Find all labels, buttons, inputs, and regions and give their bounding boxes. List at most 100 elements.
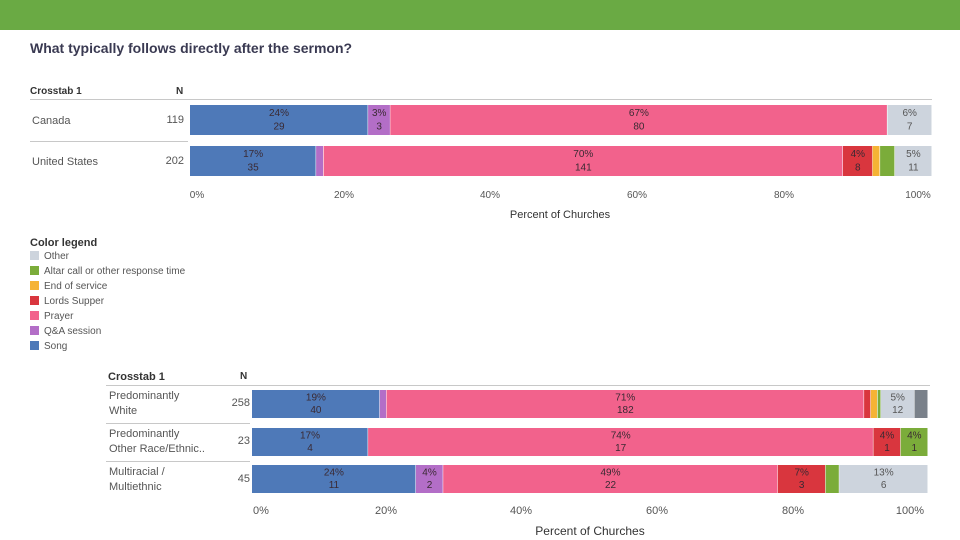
legend-label: Other bbox=[44, 251, 70, 262]
legend-swatch bbox=[30, 311, 39, 320]
data-label-count: 11 bbox=[908, 163, 919, 174]
bar-segment-altar-call-or-other-response-time bbox=[825, 465, 839, 493]
legend-swatch bbox=[30, 266, 39, 275]
data-label-count: 8 bbox=[855, 163, 861, 174]
bar-segment-q-a-session bbox=[316, 146, 323, 176]
chart2-row-label-other-race: Predominantly Other Race/Ethnic.. bbox=[109, 428, 205, 455]
legend-item-prayer: Prayer bbox=[30, 310, 73, 324]
data-label-count: 7 bbox=[907, 122, 913, 133]
legend-swatch bbox=[30, 281, 39, 290]
legend-swatch bbox=[30, 326, 39, 335]
chart2-n-header: N bbox=[240, 371, 248, 382]
chart2-x-axis-title: Percent of Churches bbox=[535, 524, 645, 538]
data-label-percent: 49% bbox=[600, 467, 620, 478]
data-label-percent: 3% bbox=[372, 108, 387, 119]
chart1-xtick: 100% bbox=[905, 190, 931, 201]
bar-segment-other bbox=[880, 390, 914, 418]
legend-item-other: Other bbox=[30, 250, 69, 264]
bar-segment-song bbox=[252, 465, 416, 493]
chart2-row-label-white: Predominantly White bbox=[109, 390, 180, 417]
chart1-row-label-canada: Canada bbox=[32, 115, 71, 127]
legend-item-altar-call: Altar call or other response time bbox=[30, 265, 185, 279]
data-label-percent: 71% bbox=[615, 392, 635, 403]
legend-label: Q&A session bbox=[44, 326, 102, 337]
bar-segment-prayer bbox=[323, 146, 843, 176]
data-label-count: 40 bbox=[310, 405, 322, 416]
data-label-percent: 74% bbox=[611, 430, 631, 441]
chart1-n-header: N bbox=[176, 86, 184, 97]
chart2-xtick: 80% bbox=[781, 505, 805, 517]
data-label-percent: 6% bbox=[902, 108, 917, 119]
legend-item-qa-session: Q&A session bbox=[30, 325, 101, 339]
data-label-count: 6 bbox=[881, 480, 887, 491]
data-label-count: 80 bbox=[633, 122, 645, 133]
legend-label: End of service bbox=[44, 281, 108, 292]
data-label-count: 3 bbox=[376, 122, 382, 133]
data-label-count: 3 bbox=[799, 480, 805, 491]
bar-segment-lords-supper bbox=[864, 390, 871, 418]
legend-label: Lords Supper bbox=[44, 296, 105, 307]
bar-segment-other bbox=[894, 146, 932, 176]
data-label-percent: 70% bbox=[573, 149, 593, 160]
data-label-percent: 4% bbox=[880, 430, 895, 441]
chart2-row-n-white: 258 bbox=[231, 397, 250, 409]
bar-segment-song bbox=[252, 428, 368, 456]
bar-segment-q-a-session bbox=[415, 465, 443, 493]
data-label-count: 29 bbox=[273, 122, 285, 133]
chart2-row-divider bbox=[106, 423, 250, 424]
chart2-header-divider bbox=[106, 385, 930, 386]
data-label-percent: 4% bbox=[422, 467, 437, 478]
legend-item-lords-supper: Lords Supper bbox=[30, 295, 104, 309]
data-label-percent: 17% bbox=[243, 149, 263, 160]
chart1-row-n-canada: 119 bbox=[166, 114, 184, 126]
chart2-row-n-multiracial: 45 bbox=[237, 473, 250, 485]
chart2-xtick: 20% bbox=[374, 505, 398, 517]
top-banner bbox=[0, 0, 960, 30]
chart1-xtick: 80% bbox=[773, 190, 795, 201]
chart1-xtick: 0% bbox=[189, 190, 205, 201]
bar-segment-end-of-service bbox=[872, 146, 880, 176]
legend-item-end-of-service: End of service bbox=[30, 280, 107, 294]
data-label-count: 35 bbox=[248, 163, 260, 174]
legend-swatch bbox=[30, 251, 39, 260]
chart1-xtick: 60% bbox=[626, 190, 648, 201]
chart1-xtick: 20% bbox=[333, 190, 355, 201]
legend-title: Color legend bbox=[30, 237, 98, 249]
data-label-percent: 5% bbox=[890, 392, 905, 403]
bar-segment-prayer bbox=[443, 465, 778, 493]
chart2-crosstab-label: Crosstab 1 bbox=[108, 371, 165, 383]
legend-swatch bbox=[30, 341, 39, 350]
data-label-percent: 5% bbox=[906, 149, 921, 160]
bar-segment-song bbox=[190, 105, 368, 135]
legend-label: Prayer bbox=[44, 311, 74, 322]
bar-segment-other-dark bbox=[914, 390, 928, 418]
chart1-row-divider bbox=[30, 141, 188, 142]
bar-segment-prayer bbox=[390, 105, 887, 135]
legend-label: Altar call or other response time bbox=[44, 266, 186, 277]
data-label-count: 182 bbox=[617, 405, 634, 416]
legend-label: Song bbox=[44, 341, 68, 352]
chart1-xtick: 40% bbox=[479, 190, 501, 201]
bar-segment-q-a-session bbox=[379, 390, 386, 418]
data-label-percent: 17% bbox=[300, 430, 320, 441]
bar-segment-prayer bbox=[368, 428, 873, 456]
legend-swatch bbox=[30, 296, 39, 305]
bar-segment-other bbox=[839, 465, 928, 493]
data-label-count: 11 bbox=[329, 480, 340, 491]
data-label-percent: 19% bbox=[306, 392, 326, 403]
chart2-row-n-other-race: 23 bbox=[237, 435, 250, 447]
bar-segment-prayer bbox=[386, 390, 864, 418]
legend-item-song: Song bbox=[30, 340, 67, 354]
chart2-row-label-multiracial: Multiracial / Multiethnic bbox=[109, 466, 165, 493]
bar-segment-altar-call-or-other-response-time bbox=[900, 428, 928, 456]
chart2-row-divider bbox=[106, 461, 250, 462]
bar-segment-song bbox=[252, 390, 380, 418]
chart1-row-n-us: 202 bbox=[165, 155, 184, 167]
chart2-xtick: 40% bbox=[509, 505, 533, 517]
bar-segment-end-of-service bbox=[870, 390, 877, 418]
data-label-count: 12 bbox=[892, 405, 904, 416]
bar-segment-song bbox=[190, 146, 316, 176]
data-label-count: 17 bbox=[615, 443, 627, 454]
bar-segment-altar-call-or-other-response-time bbox=[880, 146, 895, 176]
